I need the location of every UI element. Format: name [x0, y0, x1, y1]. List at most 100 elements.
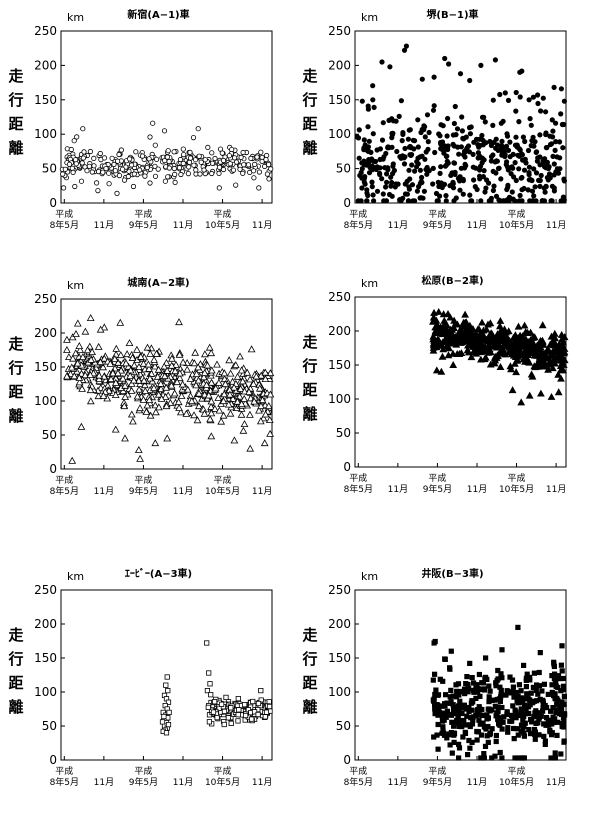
data-point [548, 141, 555, 147]
plot-frame [60, 30, 273, 204]
data-point [100, 323, 109, 331]
data-point [237, 399, 246, 408]
data-point [512, 692, 518, 698]
data-point [510, 174, 517, 180]
data-point [383, 171, 390, 177]
y-tick-label: 150 [328, 358, 351, 372]
data-point [258, 688, 264, 694]
data-point [538, 321, 547, 329]
data-point [509, 333, 518, 342]
data-point [497, 698, 504, 705]
data-point [193, 416, 202, 424]
data-point [127, 386, 136, 394]
data-points [59, 120, 274, 196]
data-point [521, 662, 527, 669]
data-point [233, 182, 239, 188]
data-point [377, 146, 383, 152]
y-axis-label-char: 離 [8, 698, 23, 716]
data-point [366, 138, 372, 144]
data-point [458, 322, 467, 330]
data-point [526, 97, 532, 103]
data-point [91, 155, 97, 161]
x-tick-label: 11月 [252, 777, 272, 788]
data-point [443, 198, 449, 204]
data-point [366, 170, 373, 176]
data-point [230, 436, 239, 444]
data-point [241, 162, 247, 168]
data-point [527, 700, 533, 706]
data-point [207, 366, 216, 374]
data-point [549, 198, 555, 204]
data-point [405, 198, 411, 204]
data-point [264, 171, 270, 177]
x-tick-label: 8年5月 [50, 219, 79, 231]
data-point [152, 142, 158, 148]
data-point [508, 350, 517, 358]
data-point [447, 694, 453, 700]
data-point [413, 164, 420, 170]
data-point [376, 170, 383, 176]
x-tick-label: 9年5月 [129, 776, 158, 788]
data-point [552, 755, 559, 761]
data-point [81, 327, 90, 335]
data-point [459, 128, 465, 134]
data-point [539, 340, 548, 348]
x-tick-label: 9年5月 [423, 776, 452, 788]
data-point [475, 331, 484, 340]
data-point [77, 422, 86, 430]
data-point [123, 350, 131, 358]
data-point [518, 175, 524, 181]
x-tick-label: 11月 [388, 777, 408, 788]
data-point [440, 678, 446, 684]
x-tick-label-era: 平成 [134, 208, 152, 220]
plot-frame [60, 298, 273, 470]
data-point [355, 135, 362, 141]
data-point [473, 695, 479, 702]
data-point [365, 124, 371, 130]
data-point [361, 158, 367, 164]
data-point [550, 153, 556, 159]
y-axis-label-char: 行 [7, 91, 23, 109]
data-point [481, 687, 488, 693]
data-point [470, 699, 476, 705]
data-point [448, 730, 455, 736]
data-point [437, 170, 443, 176]
data-point [497, 91, 503, 98]
data-point [237, 366, 246, 374]
data-point [195, 402, 203, 410]
data-point [541, 721, 547, 727]
data-point [144, 360, 153, 368]
data-point [440, 724, 446, 730]
data-point [397, 154, 403, 160]
y-tick-label: 100 [34, 127, 57, 141]
data-point [502, 90, 508, 96]
data-point [382, 184, 389, 190]
data-point [460, 717, 467, 724]
data-point [425, 146, 431, 152]
data-point [486, 706, 492, 712]
data-point [370, 192, 376, 198]
data-point [461, 310, 469, 318]
data-point [497, 749, 503, 756]
data-point [489, 342, 498, 350]
data-point [510, 165, 516, 171]
x-tick-label: 10年5月 [499, 776, 534, 788]
data-point [532, 348, 541, 356]
data-point [128, 353, 137, 361]
data-point [541, 156, 548, 162]
data-point [72, 329, 80, 337]
data-point [459, 705, 465, 711]
data-point [142, 407, 151, 415]
data-point [185, 171, 191, 177]
chart-title: 城南(A−2車) [127, 276, 189, 289]
data-point [403, 43, 409, 49]
x-tick-label: 10年5月 [499, 483, 534, 495]
data-point [523, 684, 530, 690]
data-point [250, 698, 256, 705]
y-tick-label: 50 [42, 428, 57, 442]
data-point [526, 727, 532, 733]
y-tick-label: 200 [328, 617, 351, 631]
x-tick-label: 8年5月 [50, 776, 79, 788]
data-point [388, 183, 394, 189]
data-point [180, 146, 186, 152]
